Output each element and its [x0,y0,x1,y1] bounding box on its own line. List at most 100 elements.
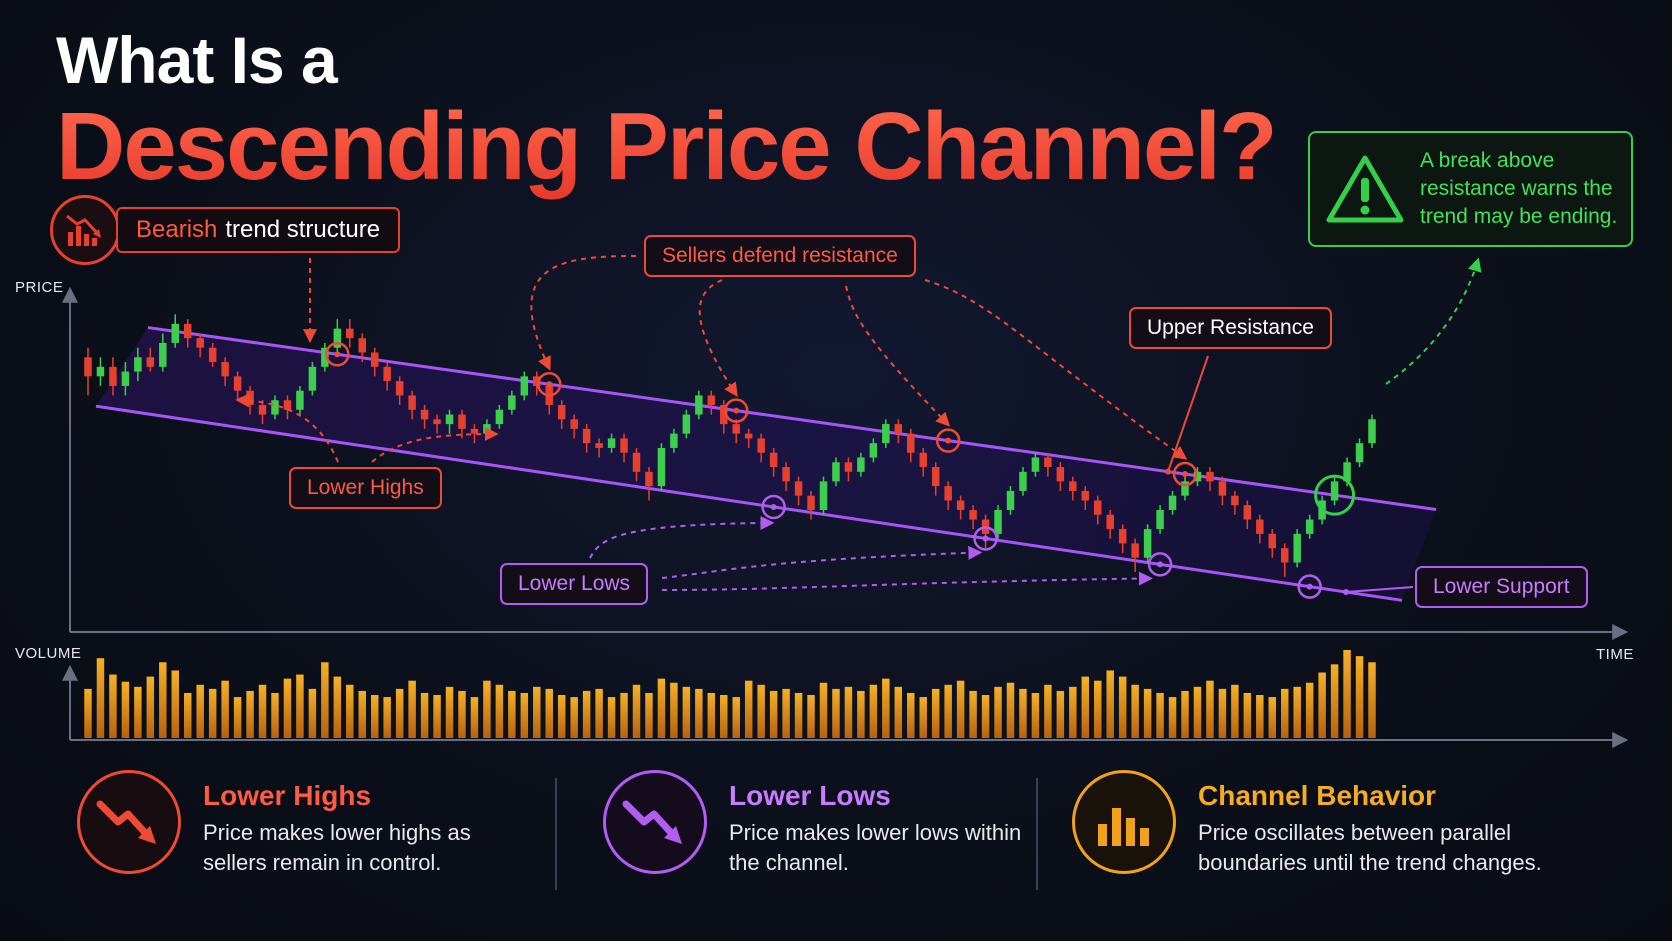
volume-bar [1243,692,1252,738]
candle-body [1293,533,1301,563]
candle-body [844,462,853,472]
volume-bar [183,692,192,738]
support-touch-marker [973,526,998,551]
candle-body [196,338,204,348]
resistance-touch-dot [945,437,952,444]
volume-bar [607,697,616,738]
volume-bar [420,692,429,738]
candle-body [907,433,915,453]
candle-body [483,424,491,434]
volume-bar [720,695,728,738]
candle-body [1355,443,1364,463]
lower-lows-arrow [661,545,983,579]
resistance-touch-marker [325,342,350,367]
candle-body [346,328,354,339]
info-channel-behavior: Channel Behavior Price oscillates betwee… [1072,770,1578,878]
volume-bar [109,674,117,738]
support-touch-dot [1157,561,1164,568]
candle-body [420,409,429,420]
volume-bar [395,688,404,738]
warning-triangle-icon [1326,155,1404,223]
candle-body [1056,467,1065,482]
candle-body [819,481,828,510]
volume-bar [308,688,317,738]
candle-body [1006,490,1015,510]
sellers-defend-label: Sellers defend resistance [644,235,916,277]
volume-bar [1106,670,1114,738]
info-section: Lower Highs Price makes lower highs as s… [0,770,1672,920]
volume-bar [221,680,229,738]
candle-body [159,342,167,367]
candle-body [969,510,977,520]
volume-bar [632,684,641,738]
volume-bar [1056,690,1065,738]
volume-bar [483,680,491,738]
bar-chart-icon [1072,770,1176,874]
resistance-touch-marker [723,398,749,423]
candle-body [1081,490,1090,501]
candle-body [383,366,391,382]
sellers-arrow [530,255,637,371]
resistance-touch-marker [935,428,961,453]
volume-bar [321,662,329,738]
candle-body [744,433,753,439]
candle-body [1280,548,1289,563]
volume-bar [271,692,279,738]
candle-body [1206,471,1214,482]
lower-highs-label: Lower Highs [289,467,442,509]
volume-bar [1368,662,1376,738]
volume-bar [208,688,217,738]
volume-bar [1031,692,1040,738]
divider [555,778,557,890]
volume-bar [794,692,803,738]
resistance-touch-marker [1172,461,1198,487]
candle-body [769,452,778,468]
volume-bar [383,697,391,738]
resistance-touch-dot [733,407,740,414]
info-desc: Price makes lower highs as sellers remai… [203,820,471,875]
volume-bar [134,686,142,738]
lower-support-pointer-dot [1343,589,1349,596]
volume-bar [1168,697,1177,738]
resistance-touch-dot [546,381,553,388]
volume-bar [782,688,790,738]
candle-body [707,395,716,405]
info-desc: Price makes lower lows within the channe… [729,820,1022,875]
volume-bar [495,684,504,738]
candle-body [1368,419,1376,444]
volume-bar [1044,684,1052,738]
volume-bar [171,670,180,738]
candle-body [358,338,366,353]
candle-body [757,438,765,453]
volume-bar [869,684,878,738]
candle-body [956,500,965,510]
volume-bar [1268,697,1277,738]
candle-body [832,462,840,482]
volume-bar [246,690,254,738]
price-chart [62,255,1629,748]
volume-bar [894,686,903,738]
candle-body [470,428,479,434]
volume-bar [595,688,603,738]
title-line-1: What Is a [56,23,338,97]
lower-highs-arrow [371,427,499,463]
candle-body [682,414,691,434]
candle-body [445,414,454,425]
candle-body [1031,457,1040,472]
candle-body [857,457,865,472]
channel-fill [96,327,1436,601]
volume-bar [744,680,753,738]
candle-body [1143,529,1152,558]
candle-body [732,424,740,434]
candle-body [1193,471,1202,482]
volume-bar [1143,688,1152,738]
volume-bar [645,692,653,738]
volume-bar [1006,682,1015,738]
volume-bar [695,688,703,738]
volume-bar [969,690,977,738]
volume-bar [346,684,354,738]
upper-resistance-label: Upper Resistance [1129,307,1332,349]
candle-body [433,419,441,425]
volume-bar [121,681,130,738]
candle-body [782,467,790,482]
